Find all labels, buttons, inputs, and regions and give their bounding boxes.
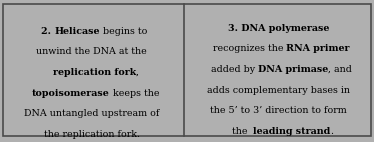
Text: begins to: begins to bbox=[100, 27, 147, 36]
Text: keeps the: keeps the bbox=[110, 88, 159, 98]
Text: RNA primer: RNA primer bbox=[286, 44, 350, 54]
Text: the 5’ to 3’ direction to form: the 5’ to 3’ direction to form bbox=[210, 106, 347, 115]
Text: DNA primase: DNA primase bbox=[258, 65, 328, 74]
Text: leading strand: leading strand bbox=[253, 127, 330, 136]
Text: the replication fork.: the replication fork. bbox=[44, 130, 140, 139]
Text: Helicase: Helicase bbox=[55, 27, 100, 36]
Text: topoisomerase: topoisomerase bbox=[32, 88, 110, 98]
Text: ,: , bbox=[136, 68, 139, 77]
Text: the: the bbox=[232, 127, 253, 136]
Text: adds complementary bases in: adds complementary bases in bbox=[207, 86, 350, 95]
Text: 3. DNA polymerase: 3. DNA polymerase bbox=[228, 24, 329, 33]
Text: .: . bbox=[330, 127, 333, 136]
Text: replication fork: replication fork bbox=[53, 68, 136, 77]
Text: 2.: 2. bbox=[41, 27, 55, 36]
Text: , and: , and bbox=[328, 65, 352, 74]
Text: unwind the DNA at the: unwind the DNA at the bbox=[36, 47, 147, 56]
Text: recognizes the: recognizes the bbox=[213, 44, 286, 54]
Text: added by: added by bbox=[211, 65, 258, 74]
Text: DNA untangled upstream of: DNA untangled upstream of bbox=[24, 109, 159, 118]
